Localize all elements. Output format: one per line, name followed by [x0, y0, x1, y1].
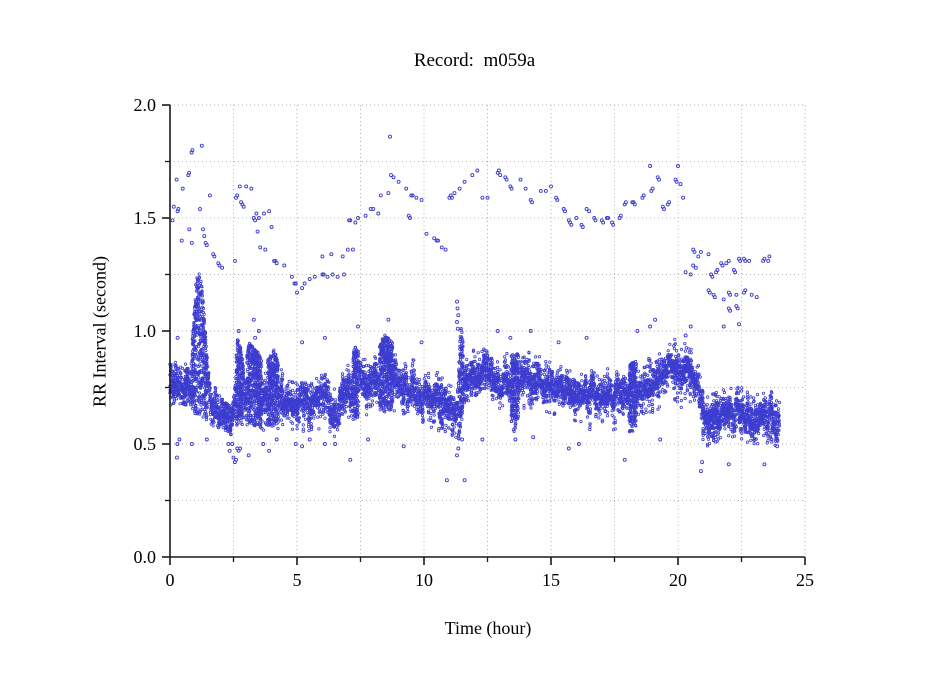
grid-lines [170, 104, 806, 557]
y-tick-label: 1.0 [134, 321, 157, 341]
tick-labels: 0 5 10 15 20 25 0.0 0.5 1.0 1.5 2.0 [134, 95, 815, 590]
x-tick-label: 0 [166, 570, 175, 590]
y-tick-label: 0.0 [134, 547, 157, 567]
y-tick-label: 1.5 [134, 208, 157, 228]
x-tick-label: 10 [415, 570, 433, 590]
y-tick-label: 2.0 [134, 95, 157, 115]
chart-title: Record: m059a [413, 50, 536, 71]
y-tick-label: 0.5 [134, 434, 157, 454]
x-axis-label: Time (hour) [444, 618, 532, 638]
scatter-points [168, 134, 782, 483]
x-tick-label: 5 [293, 570, 302, 590]
x-tick-label: 25 [796, 570, 814, 590]
y-axis-label: RR Interval (second) [89, 256, 110, 407]
axes [162, 104, 806, 565]
x-tick-label: 20 [669, 570, 687, 590]
x-tick-label: 15 [542, 570, 560, 590]
